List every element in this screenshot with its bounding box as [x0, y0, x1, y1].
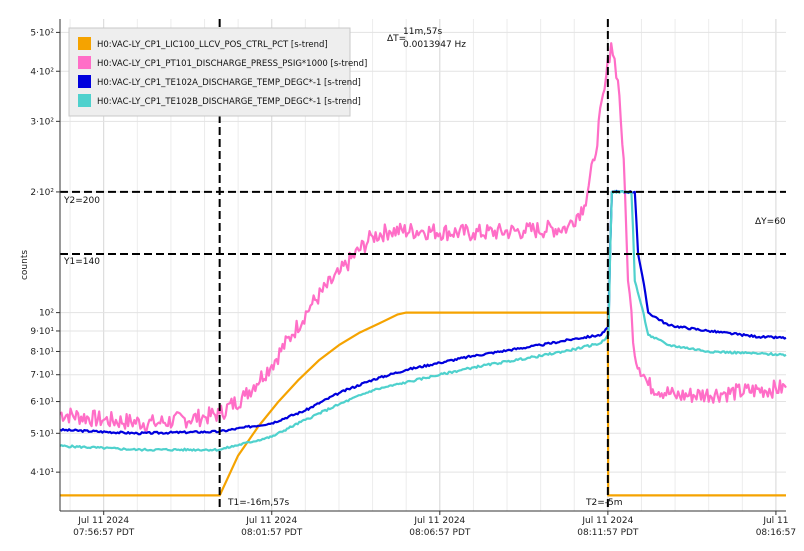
delta-t-label: ΔT= [387, 34, 406, 44]
t1-cursor-label: T1=-16m,57s [227, 498, 290, 508]
y-tick-label: 10² [39, 309, 54, 319]
x-tick-label-date: Jul 11 [762, 516, 788, 526]
axes: 4·10¹ 5·10¹ 6·10¹ 7·10¹ 8·10¹ 9·10¹ 10² 2·10² 3·… [30, 19, 796, 538]
delta-t-frequency: 0.0013947 Hz [403, 40, 466, 50]
series-line-1 [59, 42, 787, 432]
x-tick-label-time: 08:01:57 PDT [241, 528, 303, 538]
y-tick-label: 9·10¹ [30, 327, 54, 337]
x-tick-label-date: Jul 11 2024 [245, 516, 297, 526]
legend-swatch-1 [78, 56, 91, 69]
legend-box [68, 27, 351, 117]
y-tick-label: 5·10² [30, 28, 54, 38]
x-tick-label-date: Jul 11 2024 [77, 516, 129, 526]
series-line-2 [59, 189, 787, 436]
t2-cursor-label: T2=-5m [585, 498, 623, 508]
x-tick-label-time: 07:56:57 PDT [73, 528, 135, 538]
y-tick-label: 2·10² [30, 188, 54, 198]
cursor-layer [60, 19, 786, 511]
delta-t-value: 11m,57s [403, 27, 443, 37]
legend-swatch-0 [78, 37, 91, 50]
legend-label-3: H0:VAC-LY_CP1_TE102B_DISCHARGE_TEMP_DEGC… [97, 97, 361, 107]
y-axis-label: counts [20, 250, 30, 280]
legend-label-2: H0:VAC-LY_CP1_TE102A_DISCHARGE_TEMP_DEGC… [97, 78, 361, 88]
y2-cursor-label: Y2=200 [63, 196, 100, 206]
x-tick-label-time: 08:06:57 PDT [409, 528, 471, 538]
y-tick-label: 4·10² [30, 67, 54, 77]
legend-swatch-2 [78, 75, 91, 88]
series-line-0 [60, 311, 786, 497]
y-tick-label: 5·10¹ [30, 429, 54, 439]
y-tick-label: 4·10¹ [30, 468, 54, 478]
series-layer [59, 42, 787, 497]
x-tick-label-date: Jul 11 2024 [581, 516, 633, 526]
x-tick-label-time: 08:16:57 [756, 528, 796, 538]
x-tick-label-time: 08:11:57 PDT [577, 528, 639, 538]
y-tick-label: 8·10¹ [30, 347, 54, 357]
y1-cursor-label: Y1=140 [63, 257, 100, 267]
legend-label-1: H0:VAC-LY_CP1_PT101_DISCHARGE_PRESS_PSIG… [97, 59, 367, 69]
legend-swatch-3 [78, 94, 91, 107]
y-tick-label: 6·10¹ [30, 398, 54, 408]
delta-y-label: ΔY=60 [755, 217, 786, 227]
y-tick-label: 3·10² [30, 117, 54, 127]
series-line-3 [59, 189, 787, 452]
legend[interactable]: H0:VAC-LY_CP1_LIC100_LLCV_POS_CTRL_PCT [… [68, 27, 367, 117]
x-tick-label-date: Jul 11 2024 [413, 516, 465, 526]
y-tick-label: 7·10¹ [30, 371, 54, 381]
legend-label-0: H0:VAC-LY_CP1_LIC100_LLCV_POS_CTRL_PCT [… [97, 40, 328, 50]
